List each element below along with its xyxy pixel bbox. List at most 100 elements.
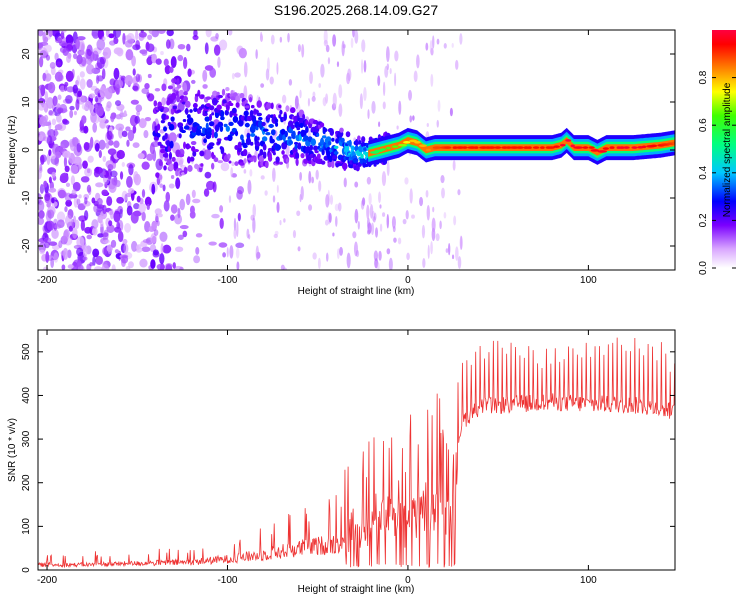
spectrogram-noise-cell [114, 100, 122, 107]
spectrogram-noise-cell [110, 239, 117, 248]
spectrogram-noise-cell [163, 58, 169, 67]
spectrogram-noise-cell [52, 95, 58, 107]
spectrogram-ridge-cell [240, 134, 244, 141]
spectrogram-noise-cell [359, 93, 363, 110]
spectrogram-ridge-cell [300, 152, 305, 159]
spectrogram-noise-cell [107, 148, 117, 156]
spectrogram-noise-cell [87, 155, 94, 163]
spectrogram-ridge-cell [340, 137, 345, 143]
spectrogram-ridge-cell [327, 140, 332, 146]
spectrogram-noise-cell [91, 219, 99, 229]
spectrogram-noise-cell [422, 257, 426, 269]
spectrogram-ridge-cell [360, 142, 366, 148]
spectrogram-ridge-cell [258, 155, 265, 163]
spectrogram-ridge-cell [216, 138, 222, 142]
spectrogram-noise-cell [117, 230, 124, 243]
spectrogram-ridge-cell [243, 110, 249, 117]
spectrogram-ridge-cell [228, 160, 232, 164]
spectrogram-noise-cell [409, 188, 413, 204]
spectrogram-noise-cell [267, 57, 270, 73]
spectrogram-noise-cell [237, 212, 241, 222]
spectrogram-ridge-cell [302, 113, 306, 121]
snr-y-tick-label: 100 [21, 518, 32, 535]
spectrogram-noise-cell [190, 140, 197, 146]
spectrogram-ridge-cell [325, 136, 332, 143]
spectrogram-ridge-cell [189, 109, 193, 113]
spectrogram-ridge-cell [208, 105, 215, 111]
spectrogram-noise-cell [160, 51, 164, 56]
spectrogram-noise-cell [128, 261, 134, 269]
spectrogram-ridge-cell [161, 113, 167, 121]
spectrogram-noise-cell [235, 242, 245, 249]
spectrogram-ridge-cell [258, 116, 263, 121]
spectrogram-noise-cell [204, 42, 209, 55]
spectrogram-noise-cell [360, 59, 364, 74]
spectrogram-noise-cell [76, 75, 81, 87]
spectrogram-ridge-cell [333, 145, 339, 149]
spectrogram-noise-cell [435, 233, 440, 242]
spectrogram-noise-cell [44, 193, 51, 202]
spectrogram-ridge-cell [290, 107, 296, 114]
spectrogram-ridge-cell [193, 149, 199, 153]
spectrogram-noise-cell [130, 99, 139, 105]
spectrogram-noise-cell [347, 68, 352, 82]
spectrogram-peak-cell [559, 143, 566, 147]
spectrogram-noise-cell [186, 43, 191, 52]
spectrogram-noise-cell [234, 72, 241, 78]
spectrogram-ridge-cell [171, 156, 176, 162]
snr-y-tick-label: 300 [21, 430, 32, 447]
spectrogram-noise-cell [138, 118, 147, 129]
spectrogram-noise-cell [123, 110, 127, 117]
spectrogram-noise-cell [132, 44, 141, 51]
spectrogram-noise-cell [323, 30, 328, 45]
spectrogram-noise-cell [89, 136, 94, 149]
spectrogram-noise-cell [193, 255, 201, 264]
spectrogram-noise-cell [328, 212, 332, 223]
spectrogram-noise-cell [308, 170, 312, 184]
spectrogram-noise-cell [151, 220, 157, 232]
spectrogram-y-tick-label: 20 [21, 48, 32, 60]
spectrogram-noise-cell [135, 244, 140, 251]
spectrogram-noise-cell [451, 42, 454, 48]
spectrogram-noise-cell [393, 237, 397, 243]
spectrogram-noise-cell [81, 103, 89, 110]
spectrogram-noise-cell [300, 185, 304, 201]
spectrogram-ridge-cell [276, 144, 282, 150]
spectrogram-noise-cell [135, 30, 139, 41]
spectrogram-noise-cell [457, 256, 462, 269]
spectrogram-noise-cell [368, 193, 372, 206]
spectrogram-ridge-cell [268, 124, 274, 129]
spectrogram-noise-cell [231, 161, 235, 167]
spectrogram-noise-cell [439, 220, 442, 230]
spectrogram-ridge-cell [360, 153, 364, 159]
colorbar-gradient [712, 30, 736, 268]
spectrogram-peak-cell [616, 146, 621, 149]
spectrogram-noise-cell [366, 229, 371, 235]
spectrogram-noise-cell [297, 246, 301, 252]
spectrogram-ridge-cell [285, 158, 289, 164]
spectrogram-noise-cell [449, 107, 453, 117]
spectrogram-ridge-cell [249, 109, 254, 118]
spectrogram-noise-cell [113, 67, 120, 80]
spectrogram-noise-cell [425, 190, 429, 198]
spectrogram-noise-cell [235, 247, 240, 259]
spectrogram-noise-cell [157, 30, 166, 34]
colorbar-tick-label: 0.0 [698, 261, 709, 275]
spectrogram-noise-cell [225, 86, 230, 92]
spectrogram-noise-cell [58, 240, 63, 249]
spectrogram-noise-cell [264, 190, 268, 196]
spectrogram-noise-cell [131, 240, 138, 252]
spectrogram-noise-cell [252, 204, 257, 218]
spectrogram-peak-cell [609, 146, 615, 149]
spectrogram-noise-cell [38, 101, 46, 111]
spectrogram-noise-cell [165, 191, 171, 203]
spectrogram-noise-cell [39, 115, 47, 127]
spectrogram-ridge-cell [361, 136, 366, 143]
spectrogram-noise-cell [272, 195, 276, 203]
spectrogram-noise-cell [86, 79, 93, 88]
snr-y-ticks: 0 100 200 300 400 500 [21, 343, 675, 573]
spectrogram-noise-cell [386, 160, 390, 177]
spectrogram-noise-cell [228, 195, 232, 204]
spectrogram-ridge-cell [266, 102, 272, 109]
